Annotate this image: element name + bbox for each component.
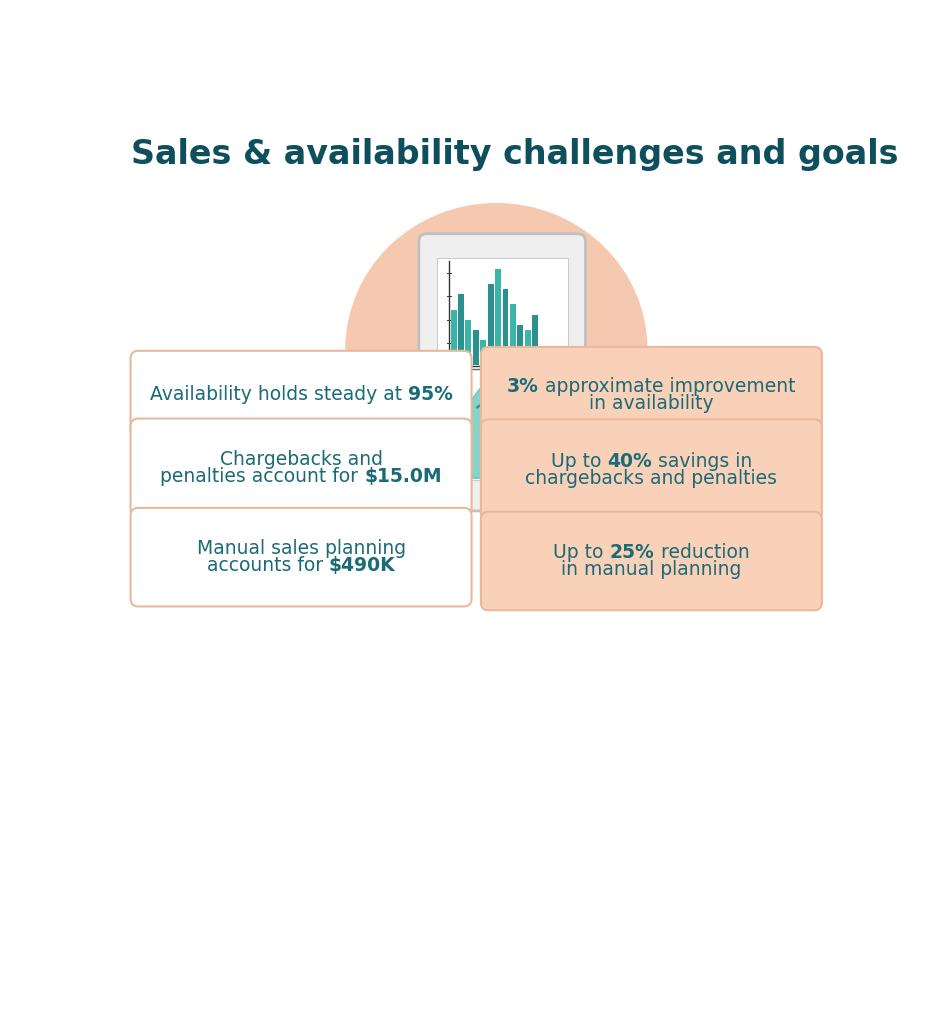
FancyBboxPatch shape — [131, 419, 471, 517]
FancyBboxPatch shape — [419, 233, 586, 511]
FancyBboxPatch shape — [480, 347, 822, 442]
Text: approximate improvement: approximate improvement — [539, 377, 796, 395]
Bar — [466, 319, 471, 366]
Ellipse shape — [366, 450, 402, 459]
Ellipse shape — [366, 458, 402, 467]
Text: penalties account for: penalties account for — [160, 467, 364, 485]
Bar — [532, 314, 538, 366]
Text: in manual planning: in manual planning — [561, 560, 742, 579]
Ellipse shape — [337, 483, 372, 493]
Text: in availability: in availability — [589, 393, 714, 413]
FancyBboxPatch shape — [480, 420, 822, 521]
Ellipse shape — [337, 475, 372, 484]
Circle shape — [488, 355, 516, 383]
Bar — [524, 330, 531, 366]
Ellipse shape — [337, 470, 372, 479]
Ellipse shape — [337, 487, 372, 497]
Ellipse shape — [366, 466, 402, 475]
Bar — [495, 269, 501, 366]
Ellipse shape — [366, 483, 402, 493]
Text: accounts for: accounts for — [207, 556, 328, 575]
Circle shape — [495, 485, 509, 500]
Text: 95%: 95% — [408, 385, 453, 404]
Ellipse shape — [337, 478, 372, 487]
Text: Up to: Up to — [550, 453, 607, 471]
Text: 40%: 40% — [607, 453, 652, 471]
Text: Manual sales planning: Manual sales planning — [197, 540, 406, 558]
Bar — [518, 325, 523, 366]
Text: $490K: $490K — [328, 556, 396, 575]
Ellipse shape — [345, 203, 648, 496]
Bar — [458, 294, 464, 366]
Text: Sales & availability challenges and goals: Sales & availability challenges and goal… — [131, 137, 898, 171]
Text: savings in: savings in — [652, 453, 752, 471]
Ellipse shape — [366, 487, 402, 497]
FancyBboxPatch shape — [131, 508, 471, 606]
Text: chargebacks and penalties: chargebacks and penalties — [525, 469, 777, 488]
Text: $15.0M: $15.0M — [364, 467, 442, 485]
Text: Challenges: Challenges — [228, 385, 374, 409]
Bar — [503, 289, 508, 366]
Ellipse shape — [366, 475, 402, 484]
Text: reduction: reduction — [655, 543, 749, 562]
Bar — [473, 330, 479, 366]
Ellipse shape — [366, 462, 402, 471]
Ellipse shape — [366, 454, 402, 463]
Ellipse shape — [337, 466, 372, 475]
Text: Availability holds steady at: Availability holds steady at — [149, 385, 408, 404]
Text: 25%: 25% — [610, 543, 655, 562]
Ellipse shape — [366, 478, 402, 487]
Bar — [488, 284, 494, 366]
Text: Chargebacks and: Chargebacks and — [219, 450, 383, 469]
Ellipse shape — [366, 470, 402, 479]
FancyBboxPatch shape — [131, 351, 471, 438]
Text: Goals: Goals — [615, 385, 689, 409]
Text: Up to: Up to — [553, 543, 610, 562]
Text: 3%: 3% — [508, 377, 539, 395]
FancyBboxPatch shape — [437, 258, 567, 480]
Bar — [480, 340, 486, 366]
Bar — [510, 304, 516, 366]
Bar — [451, 309, 456, 366]
FancyBboxPatch shape — [480, 512, 822, 610]
